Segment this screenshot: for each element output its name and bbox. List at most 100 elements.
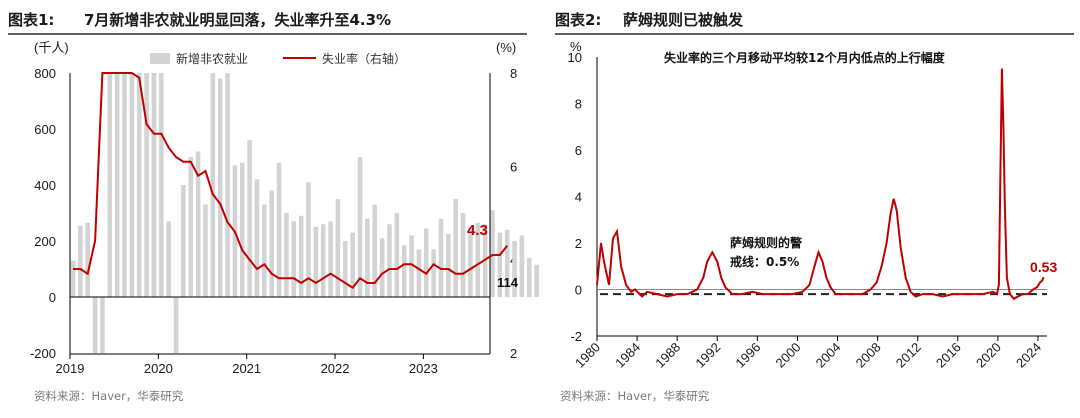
x-tick-label: 2016	[933, 340, 964, 371]
payroll-bar	[284, 213, 289, 297]
payroll-bar	[114, 73, 120, 297]
y-tick-label: 6	[575, 143, 582, 158]
y-tick-label: 800	[34, 66, 56, 81]
y2-tick-label: 6	[510, 159, 517, 174]
payroll-bar	[181, 185, 186, 297]
y-tick-label: -2	[570, 329, 582, 344]
payroll-bar	[343, 241, 348, 297]
y-tick-label: 200	[34, 234, 56, 249]
payroll-bar	[497, 232, 503, 297]
payroll-bar	[512, 241, 517, 297]
payroll-bar	[526, 257, 532, 297]
chart-1-left-unit: (千人)	[34, 40, 69, 55]
chart-2-y-axis-ticks: 10 8 6 4 2 0 -2	[568, 50, 582, 344]
y-tick-label: 600	[34, 122, 56, 137]
payroll-bar	[225, 73, 230, 297]
payroll-bar	[438, 218, 444, 297]
payroll-bar	[217, 78, 223, 297]
payroll-bar	[379, 238, 385, 297]
payroll-bar	[320, 224, 326, 297]
chart-1: 图表1: 7月新增非农就业明显回落，失业率升至4.3% (千人) (%) 800…	[8, 11, 539, 403]
y-tick-label: 0	[575, 283, 582, 298]
payroll-bar	[203, 204, 208, 297]
payroll-bar	[144, 73, 149, 297]
payroll-bar	[328, 221, 333, 297]
payroll-bar	[188, 157, 194, 297]
payroll-bar	[372, 204, 378, 297]
payroll-bar	[78, 225, 83, 297]
payroll-bar	[291, 221, 297, 297]
payroll-bar	[357, 157, 363, 297]
payroll-bar	[460, 213, 466, 297]
payroll-bar	[394, 213, 400, 297]
y-tick-label: 400	[34, 178, 56, 193]
chart-2-last-value-label: 0.53	[1030, 259, 1057, 275]
chart-2-threshold-label-2: 戒线：0.5%	[730, 254, 799, 269]
x-tick-label: 1980	[572, 340, 603, 371]
payroll-bar	[350, 232, 355, 297]
chart-2-threshold-label-1: 萨姆规则的警	[730, 235, 802, 250]
chart-2-title: 萨姆规则已被触发	[623, 11, 744, 29]
chart-2-source: 资料来源：Haver，华泰研究	[560, 389, 710, 403]
payroll-bar	[504, 229, 510, 297]
payroll-bar	[151, 73, 157, 297]
x-tick-label: 2008	[853, 340, 884, 371]
payroll-bar	[387, 224, 392, 297]
payroll-bar	[92, 297, 98, 353]
chart-1-x-axis-ticks: 2019 2020 2021 2022 2023	[56, 354, 438, 376]
payroll-bar	[534, 264, 539, 297]
payroll-bar	[70, 260, 76, 297]
payroll-bar	[490, 210, 495, 297]
payroll-bar	[475, 222, 481, 297]
y-tick-label: 8	[575, 97, 582, 112]
chart-2-sahm-line	[596, 68, 1045, 301]
payroll-bar	[276, 162, 282, 297]
x-tick-label: 2012	[893, 340, 924, 371]
payroll-bar	[85, 222, 91, 297]
x-tick-label: 2000	[773, 340, 804, 371]
payroll-bar	[129, 73, 135, 297]
x-tick-label: 1992	[692, 340, 723, 371]
x-tick-label: 2023	[409, 361, 438, 376]
y-tick-label: 0	[49, 290, 56, 305]
chart-1-legend-bar-swatch	[150, 53, 170, 64]
payroll-bar	[159, 73, 164, 297]
x-tick-label: 2020	[144, 361, 173, 376]
payroll-bar	[401, 245, 407, 297]
y-tick-label: 2	[575, 236, 582, 251]
payroll-bar	[262, 204, 267, 297]
chart-1-left-axis-ticks: 800 600 400 200 0 -200	[30, 66, 56, 361]
payroll-bar	[239, 162, 245, 297]
payroll-bar	[136, 73, 142, 297]
payroll-bar	[195, 151, 201, 297]
payroll-bar	[306, 182, 311, 297]
chart-1-legend-line-label: 失业率（右轴）	[322, 51, 406, 66]
x-tick-label: 2024	[1013, 340, 1044, 371]
payroll-bar	[519, 235, 525, 297]
payroll-bar	[446, 234, 451, 297]
y-tick-label: 10	[568, 50, 582, 65]
payroll-bar	[409, 235, 414, 297]
payroll-bar	[298, 215, 304, 297]
x-tick-label: 2019	[56, 361, 85, 376]
payroll-bar	[468, 227, 473, 297]
chart-1-title: 7月新增非农就业明显回落，失业率升至4.3%	[84, 11, 391, 29]
payroll-bar	[173, 297, 179, 353]
chart-2-title-prefix: 图表2:	[555, 11, 601, 29]
y-tick-label: -200	[30, 346, 56, 361]
x-tick-label: 1988	[652, 340, 683, 371]
payroll-bar	[269, 190, 274, 297]
payroll-bar	[254, 179, 260, 297]
payroll-bar	[100, 297, 105, 353]
payroll-bar	[423, 228, 429, 297]
payroll-bar	[431, 249, 436, 297]
x-tick-label: 1984	[612, 340, 643, 371]
y2-tick-label: 8	[510, 66, 517, 81]
x-tick-label: 2020	[973, 340, 1004, 371]
x-tick-label: 2004	[813, 340, 844, 371]
chart-1-last-rate-label: 4.3	[467, 222, 488, 239]
chart-1-bars	[70, 73, 539, 353]
chart-1-right-unit: (%)	[496, 40, 516, 55]
chart-1-last-payroll-label: 114	[497, 275, 519, 290]
